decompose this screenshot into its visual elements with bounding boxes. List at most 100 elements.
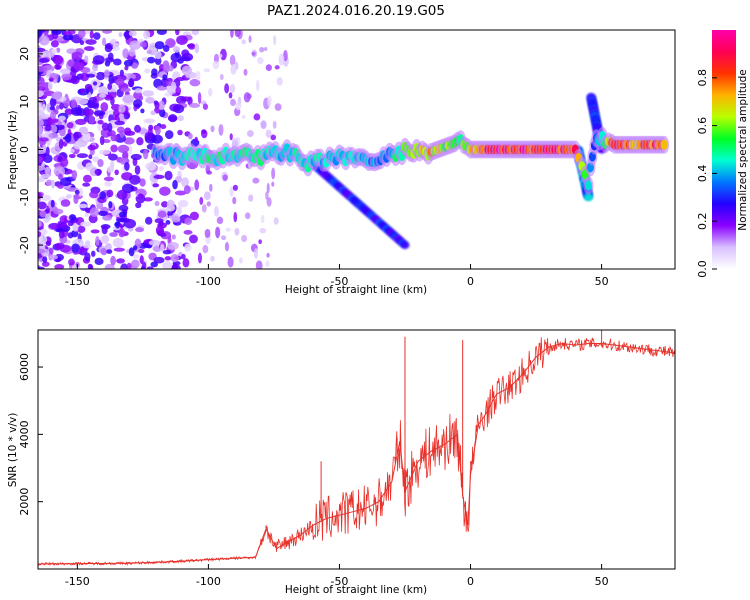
noise-speckle: [201, 129, 208, 139]
noise-speckle: [94, 168, 102, 176]
noise-speckle: [55, 105, 60, 110]
noise-speckle: [175, 86, 182, 96]
noise-speckle: [59, 68, 71, 75]
noise-speckle: [134, 88, 143, 94]
noise-speckle: [276, 77, 283, 86]
noise-speckle: [272, 120, 277, 129]
noise-speckle: [113, 58, 122, 66]
noise-speckle: [248, 35, 252, 43]
noise-speckle: [108, 201, 113, 209]
noise-speckle: [58, 230, 65, 239]
noise-speckle: [97, 122, 103, 132]
noise-speckle: [162, 249, 172, 255]
noise-speckle: [152, 183, 160, 188]
noise-speckle: [140, 41, 147, 48]
noise-speckle: [93, 110, 106, 117]
noise-speckle: [71, 52, 78, 58]
noise-speckle: [218, 124, 224, 136]
noise-speckle: [38, 30, 43, 37]
noise-speckle: [70, 148, 75, 154]
noise-speckle: [49, 106, 56, 111]
noise-speckle: [38, 124, 44, 135]
snr-panel: -150 -100 -50 0 50 2000 4000 6000 Height of st…: [7, 329, 676, 596]
noise-speckle: [107, 122, 113, 133]
noise-speckle: [203, 68, 211, 73]
spectrogram-heatmap: [38, 30, 670, 269]
noise-speckle: [49, 97, 57, 108]
noise-speckle: [248, 194, 254, 202]
noise-speckle: [60, 177, 72, 187]
noise-speckle: [164, 170, 173, 181]
noise-speckle: [177, 199, 189, 208]
noise-speckle: [78, 187, 84, 197]
noise-speckle: [134, 165, 141, 175]
noise-speckle: [67, 59, 75, 67]
noise-speckle: [78, 30, 86, 39]
noise-speckle: [171, 215, 181, 223]
colorbar-tick-label: 0.6: [696, 117, 709, 135]
noise-speckle: [259, 227, 267, 234]
noise-speckle: [224, 241, 230, 252]
noise-speckle: [183, 229, 193, 235]
noise-speckle: [257, 56, 264, 65]
noise-speckle: [84, 83, 93, 91]
noise-speckle: [175, 76, 186, 82]
noise-speckle: [160, 201, 169, 208]
noise-speckle: [108, 74, 115, 85]
noise-speckle: [136, 137, 144, 146]
noise-speckle: [108, 153, 118, 161]
noise-speckle: [195, 70, 201, 81]
noise-speckle: [134, 124, 141, 133]
noise-speckle: [92, 55, 105, 65]
noise-speckle: [167, 241, 179, 250]
noise-speckle: [85, 132, 91, 139]
noise-speckle: [106, 189, 114, 198]
noise-speckle: [157, 100, 165, 111]
noise-speckle: [158, 166, 164, 172]
snr-y-label: SNR (10 * v/v): [7, 413, 19, 488]
noise-speckle: [84, 55, 89, 64]
noise-speckle: [235, 101, 242, 111]
noise-speckle: [68, 153, 76, 159]
noise-speckle: [171, 234, 176, 240]
noise-speckle: [204, 228, 211, 238]
noise-speckle: [143, 30, 151, 40]
noise-speckle: [91, 250, 96, 257]
noise-speckle: [53, 166, 65, 177]
noise-speckle: [177, 115, 184, 122]
noise-speckle: [191, 30, 200, 36]
noise-speckle: [230, 63, 237, 75]
noise-speckle: [75, 107, 86, 116]
noise-speckle: [76, 153, 89, 159]
noise-speckle: [38, 248, 46, 254]
noise-speckle: [104, 69, 110, 78]
noise-speckle: [199, 196, 204, 205]
noise-speckle: [167, 210, 174, 216]
noise-speckle: [265, 129, 272, 138]
noise-speckle: [104, 44, 113, 53]
noise-speckle: [89, 191, 99, 199]
noise-speckle: [123, 113, 130, 120]
noise-speckle: [189, 211, 199, 221]
noise-speckle: [112, 42, 120, 48]
noise-speckle: [244, 212, 251, 220]
ridge-point: [584, 180, 592, 191]
y-tick-label: 2000: [18, 488, 31, 516]
noise-speckle: [60, 199, 71, 207]
x-tick-label: 50: [595, 575, 609, 588]
noise-speckle: [38, 235, 48, 244]
noise-speckle: [258, 239, 262, 245]
x-tick-label: 50: [595, 275, 609, 288]
noise-speckle: [122, 94, 134, 104]
noise-speckle: [175, 30, 180, 36]
noise-speckle: [224, 83, 230, 94]
noise-speckle: [59, 102, 64, 110]
noise-speckle: [140, 108, 145, 114]
snr-x-ticks: -150 -100 -50 0 50: [65, 564, 609, 588]
noise-speckle: [68, 214, 77, 221]
colorbar-tick-label: 0.8: [696, 69, 709, 87]
noise-speckle: [210, 255, 215, 262]
noise-speckle: [162, 74, 168, 81]
noise-speckle: [131, 62, 139, 69]
